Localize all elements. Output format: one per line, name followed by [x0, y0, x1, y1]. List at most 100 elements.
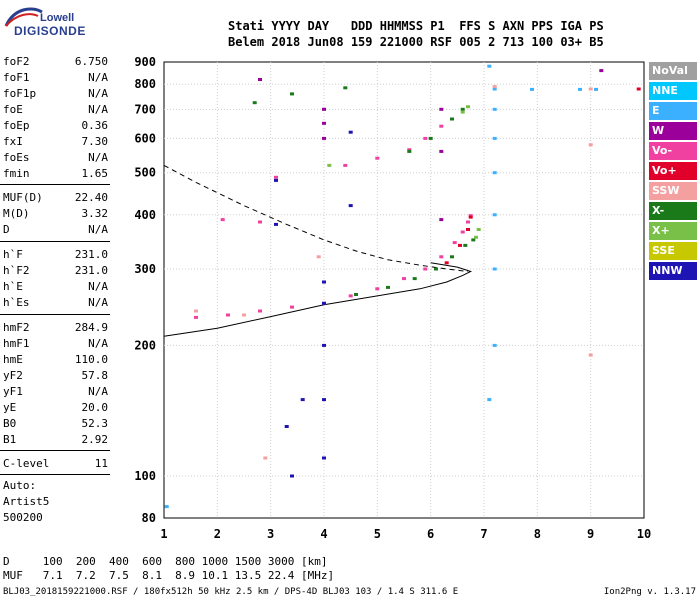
echo-point	[578, 87, 582, 91]
param-row: fxI 7.30	[0, 134, 108, 150]
param-value: 11	[94, 457, 108, 470]
echo-point	[492, 107, 497, 111]
param-value: 231.0	[74, 264, 108, 277]
echo-point	[588, 143, 593, 147]
legend-item-noval: NoVal	[649, 62, 697, 80]
echo-point	[263, 456, 268, 460]
param-key: B0	[3, 417, 17, 430]
profile-curve-solid	[163, 262, 473, 337]
param-key: yF1	[3, 385, 23, 398]
param-row: M(D) 3.32	[0, 206, 108, 222]
x-tick-label: 7	[480, 527, 487, 541]
file-info-line: BLJ03_2018159221000.RSF / 180fx512h 50 k…	[3, 587, 459, 597]
panel-divider	[0, 184, 110, 185]
param-value: 22.40	[74, 191, 108, 204]
legend-item-vo: Vo+	[649, 162, 697, 180]
echo-point	[322, 301, 326, 305]
legend-item-ssw: SSW	[649, 182, 697, 200]
legend-item-w: W	[649, 122, 697, 140]
echo-point	[599, 69, 604, 73]
param-value: N/A	[88, 87, 108, 100]
logo-text-digisonde: DIGISONDE	[14, 24, 86, 38]
echo-point	[343, 86, 348, 90]
echo-point	[290, 474, 294, 478]
echo-point	[258, 78, 262, 81]
echo-point	[274, 175, 278, 179]
param-key: hmE	[3, 353, 23, 366]
param-row: D N/A	[0, 222, 108, 238]
y-tick-label: 600	[134, 131, 156, 145]
echo-point	[460, 230, 465, 234]
echo-point	[375, 287, 380, 291]
echo-point	[492, 171, 497, 175]
param-row: yF2 57.8	[0, 368, 108, 384]
header-line-values: Belem 2018 Jun08 159 221000 RSF 005 2 71…	[228, 35, 604, 49]
echo-point	[343, 163, 348, 167]
param-value: N/A	[88, 151, 108, 164]
echo-point	[348, 204, 353, 208]
param-value: N/A	[88, 223, 108, 236]
echo-point	[354, 293, 358, 296]
param-key: hmF1	[3, 337, 30, 350]
echo-point	[423, 267, 428, 271]
x-tick-label: 4	[320, 527, 327, 541]
echo-point	[258, 309, 262, 313]
echo-point	[439, 124, 444, 128]
param-value: 57.8	[81, 369, 109, 382]
echo-point	[242, 313, 246, 317]
auto-scaling-line3: 500200	[3, 511, 43, 524]
echo-point	[468, 215, 473, 219]
param-value: 2.92	[81, 433, 109, 446]
echo-point	[636, 87, 641, 91]
muf-row: MUF 7.1 7.2 7.5 8.1 8.9 10.1 13.5 22.4 […	[3, 569, 335, 582]
param-row: foEs N/A	[0, 150, 108, 166]
echo-point	[492, 213, 497, 217]
param-value: 0.36	[81, 119, 109, 132]
param-key: foF1p	[3, 87, 37, 100]
param-value: N/A	[88, 71, 108, 84]
echo-point	[492, 85, 497, 89]
echo-point	[322, 121, 326, 125]
echo-point	[164, 505, 169, 509]
param-row: foEp 0.36	[0, 118, 108, 134]
param-key: fxI	[3, 135, 23, 148]
panel-divider	[0, 450, 110, 451]
param-key: fmin	[3, 167, 30, 180]
legend-item-x: X-	[649, 202, 697, 220]
param-key: B1	[3, 433, 17, 446]
echo-point	[471, 238, 476, 242]
echo-point	[316, 255, 321, 259]
echo-point	[458, 243, 462, 247]
echo-point	[407, 148, 412, 152]
x-tick-label: 2	[214, 527, 221, 541]
profile-curve-dashed	[163, 164, 469, 272]
x-tick-label: 9	[587, 527, 594, 541]
echo-point	[450, 117, 454, 121]
echo-point	[450, 255, 454, 259]
panel-divider	[0, 314, 110, 315]
version-label: Ion2Png v. 1.3.17	[603, 587, 696, 597]
echo-point	[252, 101, 257, 105]
param-key: C-level	[3, 457, 50, 470]
echo-point	[194, 309, 198, 313]
y-tick-label: 100	[134, 469, 156, 483]
x-tick-label: 1	[160, 527, 167, 541]
echo-point	[474, 235, 478, 239]
y-tick-label: 900	[134, 55, 156, 69]
param-value: 52.3	[81, 417, 109, 430]
lowell-digisonde-logo: Lowell DIGISONDE	[2, 2, 85, 42]
echo-point	[300, 398, 305, 402]
legend-item-nnw: NNW	[649, 262, 697, 280]
y-tick-label: 500	[134, 166, 156, 180]
plot-frame	[163, 61, 645, 519]
echo-point	[322, 136, 326, 140]
echo-point	[452, 241, 457, 245]
auto-scaling-line1: Auto:	[3, 479, 37, 492]
y-tick-label: 700	[134, 102, 156, 116]
echo-point	[386, 285, 390, 289]
echo-point	[487, 64, 492, 68]
x-tick-label: 10	[637, 527, 651, 541]
param-key: hmF2	[3, 321, 30, 334]
param-row: hmF2 284.9	[0, 320, 108, 336]
echo-point	[492, 267, 497, 271]
